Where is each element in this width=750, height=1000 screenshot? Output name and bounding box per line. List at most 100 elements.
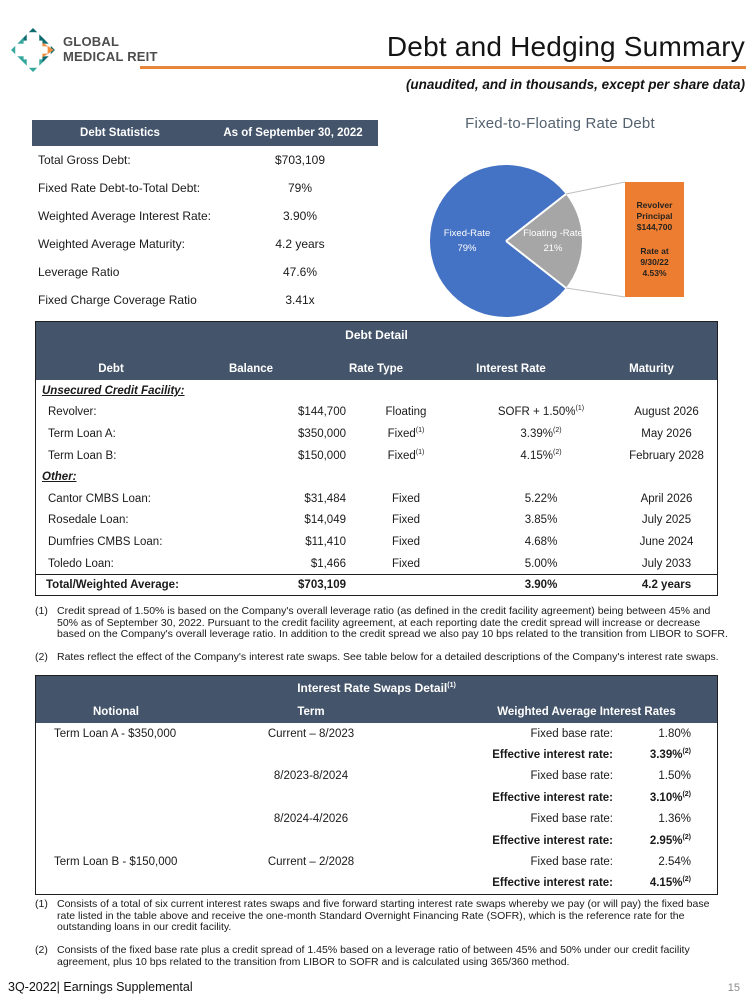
table-row: Weighted Average Interest Rate: 3.90% — [32, 202, 378, 230]
company-logo: GLOBAL MEDICAL REIT — [10, 27, 158, 73]
table-row: Effective interest rate: 2.95%(2) — [36, 830, 717, 851]
callout-line: Rate at — [640, 246, 669, 256]
rate-label: Effective interest rate: — [492, 791, 613, 804]
rate-value: 1.36% — [613, 813, 717, 825]
maturity: May 2026 — [641, 427, 692, 440]
rate-type-text: Fixed — [387, 449, 416, 462]
maturity: July 2025 — [641, 514, 692, 527]
footnote-marker: (2) — [35, 944, 48, 957]
balance: $350,000 — [298, 427, 346, 440]
debt-name: Dumfries CMBS Loan: — [48, 535, 163, 548]
table-row: Effective interest rate: 3.39%(2) — [36, 744, 717, 765]
balance: $14,049 — [304, 514, 346, 527]
footnote: (1) Credit spread of 1.50% is based on t… — [35, 605, 729, 641]
callout-box: Revolver Principal $144,700 Rate at 9/30… — [625, 182, 684, 297]
rate-label: Fixed base rate: — [530, 770, 613, 783]
table-row: Term Loan A - $350,000 Current – 8/2023 … — [36, 723, 717, 744]
table-row: Fixed Charge Coverage Ratio 3.41x — [32, 286, 378, 314]
interest-rate: 4.68% — [524, 535, 558, 548]
column-header: Rate Type — [348, 363, 404, 375]
balance: $144,700 — [298, 406, 346, 419]
footer-label: 3Q-2022| Earnings Supplemental — [8, 980, 193, 994]
table-row: Dumfries CMBS Loan: $11,410 Fixed 4.68% … — [36, 531, 717, 553]
footnote-marker: (1) — [35, 605, 48, 617]
stat-value: 47.6% — [282, 265, 318, 279]
rate-type: Fixed(1) — [346, 427, 466, 440]
rate-value-text: 1.36% — [658, 813, 691, 826]
maturity: July 2033 — [641, 557, 692, 570]
footnote-text: Rates reflect the effect of the Company'… — [57, 651, 719, 664]
page-number: 15 — [727, 982, 740, 994]
balance: $150,000 — [298, 449, 346, 462]
notional: Term Loan A - $350,000 — [54, 727, 177, 740]
rate-label: Fixed base rate: — [530, 727, 613, 740]
footnote-ref: (2) — [682, 833, 691, 841]
cross-logo-icon — [11, 28, 55, 72]
callout-line: Principal — [636, 211, 673, 221]
debt-statistics-table: Debt Statistics As of September 30, 2022… — [32, 120, 378, 314]
footnote-ref: (1) — [415, 427, 425, 435]
rate-value: 1.80% — [613, 728, 717, 740]
debt-statistics-header: Debt Statistics As of September 30, 2022 — [32, 120, 378, 146]
table-row: Fixed Rate Debt-to-Total Debt: 79% — [32, 174, 378, 202]
table-row: Term Loan B: $150,000 Fixed(1) 4.15%(2) … — [36, 445, 717, 467]
footnote-ref: (1) — [415, 448, 425, 456]
term: 8/2024-4/2026 — [273, 813, 349, 826]
swaps-title-text: Interest Rate Swaps Detail — [297, 681, 448, 695]
table-row: Total Gross Debt: $703,109 — [32, 146, 378, 174]
rate-value-text: 2.54% — [658, 856, 691, 869]
company-name-line1: GLOBAL — [63, 34, 120, 50]
footnote-ref: (1) — [447, 682, 456, 689]
footnote-marker: (1) — [35, 898, 48, 910]
rate-label: Effective interest rate: — [492, 834, 613, 847]
footnote-ref: (2) — [682, 791, 691, 799]
stat-value: 4.2 years — [275, 237, 325, 251]
interest-rate: 4.15%(2) — [466, 449, 616, 462]
debt-detail-columns: Debt Balance Rate Type Interest Rate Mat… — [36, 363, 717, 375]
debt-name: Term Loan B: — [48, 449, 117, 462]
callout-line: $144,700 — [636, 222, 673, 232]
stat-label: Weighted Average Interest Rate: — [38, 209, 211, 223]
rate-value: 4.15%(2) — [613, 877, 717, 890]
footnote: (1) Consists of a total of six current i… — [35, 898, 729, 934]
company-name-line2: MEDICAL REIT — [63, 49, 158, 64]
pie-slice-label-fixed: Fixed-Rate 79% — [422, 227, 512, 255]
section-heading-row: Other: — [36, 466, 717, 488]
footnote-text: Credit spread of 1.50% is based on the C… — [57, 605, 728, 641]
section-heading-row: Unsecured Credit Facility: — [36, 380, 717, 402]
rate-value: 2.95%(2) — [613, 833, 717, 847]
table-row: Cantor CMBS Loan: $31,484 Fixed 5.22% Ap… — [36, 488, 717, 510]
interest-rate-swaps-table: Interest Rate Swaps Detail(1) Notional T… — [35, 675, 718, 896]
callout-line: 4.53% — [642, 268, 667, 278]
table-row: Weighted Average Maturity: 4.2 years — [32, 230, 378, 258]
footnote: (2) Consists of the fixed base rate plus… — [35, 944, 729, 968]
footnote-text: Consists of the fixed base rate plus a c… — [57, 944, 690, 968]
footnote-marker: (2) — [35, 651, 48, 664]
interest-rate: SOFR + 1.50%(1) — [466, 406, 616, 419]
rate-label: Fixed base rate: — [530, 813, 613, 826]
maturity: February 2028 — [629, 449, 704, 462]
title-divider — [140, 66, 746, 69]
column-header: Debt — [98, 363, 124, 375]
table-row: Effective interest rate: 4.15%(2) — [36, 873, 717, 894]
stat-label: Total Gross Debt: — [38, 153, 131, 167]
maturity: June 2024 — [639, 535, 694, 548]
total-row: Total/Weighted Average: $703,109 3.90% 4… — [36, 574, 717, 595]
debt-name: Term Loan A: — [48, 427, 116, 440]
debt-statistics-asof: As of September 30, 2022 — [223, 127, 363, 139]
balance: $11,410 — [305, 535, 346, 548]
column-header: Balance — [228, 363, 274, 375]
section-heading: Unsecured Credit Facility: — [42, 384, 185, 397]
term: Current – 2/2028 — [267, 856, 355, 869]
page-subtitle: (unaudited, and in thousands, except per… — [405, 77, 745, 92]
total-balance: $703,109 — [298, 579, 346, 592]
balance: $1,466 — [310, 557, 346, 570]
stat-label: Weighted Average Maturity: — [38, 237, 185, 251]
chart-title: Fixed-to-Floating Rate Debt — [465, 115, 655, 132]
stat-value: $703,109 — [274, 153, 326, 167]
debt-name: Rosedale Loan: — [48, 514, 129, 527]
footnote-ref: (2) — [553, 427, 562, 435]
column-header: Interest Rate — [476, 363, 546, 375]
slice-label: Fixed-Rate — [443, 228, 491, 239]
page-title: Debt and Hedging Summary — [386, 31, 745, 62]
